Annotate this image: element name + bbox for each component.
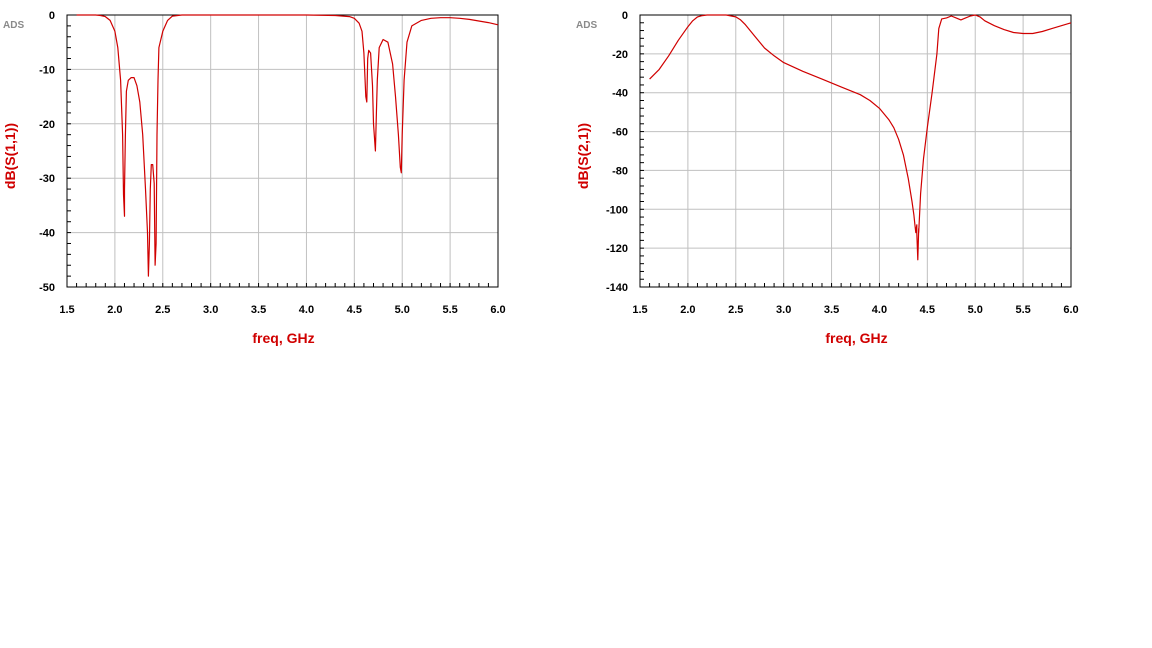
s21-x-axis-label: freq, GHz [825,330,887,346]
s11-y-tick-label: -50 [39,282,55,294]
s21-x-tick-label: 5.5 [1015,304,1030,316]
s11-x-axis-label: freq, GHz [252,330,314,346]
s11-ads-logo: ADS [3,20,24,31]
s11-x-tick-label: 5.5 [442,304,457,316]
s21-x-tick-label: 3.5 [824,304,839,316]
s21-trace [649,14,1072,261]
s21-x-tick-label: 1.5 [632,304,647,316]
s21-x-tick-label: 2.0 [680,304,695,316]
s11-x-tick-label: 2.0 [107,304,122,316]
s21-x-tick-label: 4.5 [920,304,935,316]
s21-y-tick-label: 0 [622,10,628,22]
s11-y-tick-label: -20 [39,119,55,131]
s11-x-tick-label: 6.0 [490,304,505,316]
s11-x-tick-label: 1.5 [59,304,74,316]
s11-y-tick-label: -30 [39,173,55,185]
s11-x-tick-label: 3.5 [251,304,266,316]
s11-x-tick-label: 5.0 [395,304,410,316]
s21-y-tick-label: -60 [612,127,628,139]
s11-x-tick-label: 3.0 [203,304,218,316]
s21-y-tick-label: -120 [606,243,628,255]
s21-y-tick-label: -100 [606,204,628,216]
s21-y-tick-label: -80 [612,165,628,177]
s11-y-tick-label: 0 [49,10,55,22]
s21-x-tick-label: 2.5 [728,304,743,316]
s21-x-tick-label: 4.0 [872,304,887,316]
s21-chart: 1.5 2.0 2.5 3.0 3.5 4.0 4.5 5.0 5.5 6.0 0 -20 -40 -60… [575,10,1079,346]
s21-y-tick-label: -20 [612,49,628,61]
s11-trace [76,14,499,277]
s11-plot-frame [66,14,499,288]
s21-x-tick-label: 3.0 [776,304,791,316]
s21-plot-frame [639,14,1072,288]
s21-x-tick-label: 6.0 [1063,304,1078,316]
s11-y-axis-label: dB(S(1,1)) [2,123,18,189]
s21-ads-logo: ADS [576,20,597,31]
s11-y-tick-label: -40 [39,228,55,240]
s11-x-tick-label: 4.5 [347,304,362,316]
s11-x-tick-label: 2.5 [155,304,170,316]
s21-x-tick-label: 5.0 [968,304,983,316]
s11-y-tick-label: -10 [39,64,55,76]
s11-chart: 1.5 2.0 2.5 3.0 3.5 4.0 4.5 5.0 5.5 6.0 0 -10 -20 -30… [2,10,506,346]
s21-y-axis-label: dB(S(2,1)) [575,123,591,189]
s21-y-tick-label: -140 [606,282,628,294]
s21-y-tick-label: -40 [612,88,628,100]
s11-x-tick-label: 4.0 [299,304,314,316]
